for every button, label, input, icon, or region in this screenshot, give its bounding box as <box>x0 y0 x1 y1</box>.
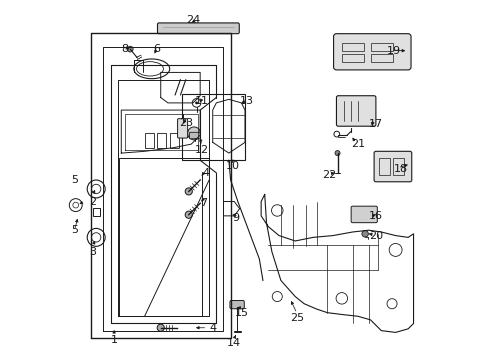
Bar <box>370 43 393 51</box>
Bar <box>157 134 166 148</box>
Text: 2: 2 <box>89 197 96 207</box>
Circle shape <box>195 102 198 104</box>
Bar <box>182 94 245 160</box>
Circle shape <box>185 211 193 218</box>
FancyBboxPatch shape <box>230 301 245 309</box>
Text: 11: 11 <box>195 96 209 106</box>
Text: 21: 21 <box>351 139 365 149</box>
Bar <box>170 134 179 148</box>
Circle shape <box>188 127 200 140</box>
FancyBboxPatch shape <box>351 206 377 223</box>
Text: 18: 18 <box>394 164 408 174</box>
Bar <box>379 158 390 175</box>
Circle shape <box>185 188 193 195</box>
Text: 3: 3 <box>89 247 96 257</box>
FancyBboxPatch shape <box>334 34 411 70</box>
Text: 14: 14 <box>227 338 241 348</box>
Text: 10: 10 <box>225 161 240 171</box>
Text: 9: 9 <box>232 213 240 222</box>
Bar <box>342 43 364 51</box>
FancyBboxPatch shape <box>157 23 239 34</box>
FancyBboxPatch shape <box>190 132 200 139</box>
Text: 16: 16 <box>369 211 383 221</box>
Text: 12: 12 <box>195 144 209 154</box>
Text: 8: 8 <box>122 44 128 54</box>
Text: 15: 15 <box>234 308 248 318</box>
Text: 1: 1 <box>111 334 118 345</box>
Text: 22: 22 <box>322 170 337 180</box>
Text: 5: 5 <box>71 175 78 185</box>
Circle shape <box>362 230 368 237</box>
Bar <box>393 158 404 175</box>
Bar <box>93 208 100 216</box>
Text: 5: 5 <box>71 225 78 235</box>
FancyBboxPatch shape <box>177 119 188 138</box>
Bar <box>145 134 153 148</box>
Bar <box>342 54 364 62</box>
FancyBboxPatch shape <box>337 96 376 126</box>
Text: 6: 6 <box>154 44 161 54</box>
FancyBboxPatch shape <box>374 151 412 182</box>
Text: 13: 13 <box>240 96 254 106</box>
Text: 25: 25 <box>290 313 304 323</box>
Text: 4: 4 <box>209 323 216 333</box>
Text: 17: 17 <box>369 120 383 129</box>
Circle shape <box>335 150 340 156</box>
Text: 4: 4 <box>202 168 209 178</box>
Text: 19: 19 <box>387 46 401 56</box>
Bar <box>370 54 393 62</box>
Circle shape <box>127 46 133 52</box>
Circle shape <box>157 324 164 331</box>
Text: 20: 20 <box>369 231 383 240</box>
Text: 23: 23 <box>179 118 193 128</box>
Text: 7: 7 <box>200 198 207 208</box>
Text: 24: 24 <box>186 15 200 26</box>
